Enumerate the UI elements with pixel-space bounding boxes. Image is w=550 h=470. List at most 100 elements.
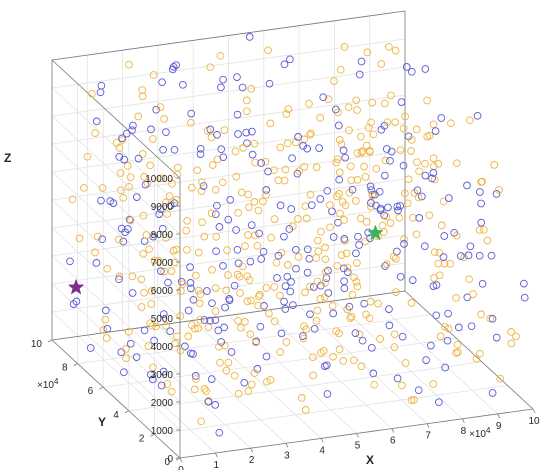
data-point — [146, 319, 155, 328]
data-point — [476, 188, 484, 196]
data-point — [495, 186, 503, 194]
data-point — [352, 96, 361, 105]
x-tick-label: 9 — [496, 421, 502, 432]
data-point — [261, 157, 270, 166]
data-point — [167, 387, 176, 396]
data-point — [150, 336, 158, 345]
data-point — [277, 329, 286, 338]
data-point — [341, 153, 350, 162]
data-point — [280, 232, 288, 241]
data-point — [286, 55, 294, 64]
data-point — [265, 309, 273, 318]
data-point — [288, 154, 296, 163]
data-point — [246, 330, 255, 339]
data-point — [206, 316, 214, 325]
data-point — [156, 205, 165, 213]
data-point — [139, 249, 148, 258]
data-point — [292, 138, 300, 147]
data-point — [454, 323, 463, 332]
grid-line — [51, 150, 406, 201]
data-point — [240, 378, 249, 387]
grid-line — [103, 337, 457, 388]
data-point — [301, 406, 310, 414]
axis-edge — [51, 339, 181, 459]
data-point — [512, 332, 520, 341]
data-point — [303, 245, 312, 254]
data-point — [437, 114, 446, 122]
data-point — [429, 169, 438, 177]
data-point — [234, 316, 242, 325]
data-point — [377, 60, 386, 68]
data-point — [403, 199, 412, 208]
data-point — [367, 118, 375, 127]
data-point — [168, 65, 177, 74]
data-point — [138, 150, 147, 158]
data-point — [216, 51, 225, 60]
data-point — [204, 397, 213, 406]
data-point — [413, 158, 421, 167]
data-point — [98, 235, 107, 244]
data-point — [264, 167, 272, 176]
data-point — [346, 162, 355, 171]
data-point — [167, 267, 176, 275]
grid-line — [51, 227, 181, 347]
data-point — [144, 342, 153, 350]
data-point — [393, 247, 401, 256]
data-point — [392, 288, 400, 296]
data-point — [92, 117, 101, 126]
data-point — [98, 184, 107, 192]
svg-text:×104: ×104 — [37, 377, 59, 391]
data-point — [117, 348, 126, 357]
data-point — [292, 245, 300, 254]
data-point — [376, 204, 385, 213]
data-point — [148, 375, 157, 384]
data-point — [464, 251, 473, 260]
data-point — [434, 159, 443, 168]
data-point — [282, 338, 291, 346]
data-point — [211, 316, 220, 324]
data-point — [129, 121, 137, 130]
data-point — [247, 84, 256, 93]
svg-text:×104: ×104 — [469, 426, 491, 440]
x-tick-mark — [497, 413, 501, 419]
data-point — [294, 215, 302, 223]
data-point — [194, 324, 203, 333]
data-point — [120, 368, 128, 377]
grid-line — [51, 66, 406, 117]
data-point — [387, 147, 396, 156]
axis-edge — [51, 290, 406, 341]
x-tick-label: 4 — [319, 445, 325, 456]
data-point — [219, 153, 228, 162]
data-point — [357, 132, 365, 141]
data-point — [142, 231, 151, 239]
data-point — [207, 375, 216, 383]
data-point — [312, 254, 320, 262]
data-point — [162, 321, 170, 330]
data-point — [75, 234, 84, 243]
data-point — [208, 161, 217, 169]
data-point — [250, 139, 259, 148]
data-point — [313, 236, 322, 245]
data-point — [336, 65, 345, 74]
data-point — [299, 142, 307, 150]
data-point — [421, 65, 430, 73]
data-point — [456, 252, 465, 260]
data-point — [274, 251, 283, 260]
data-point — [342, 249, 351, 258]
data-point — [259, 247, 268, 256]
data-point — [125, 215, 134, 224]
data-point — [176, 312, 185, 320]
x-tick-mark — [391, 428, 395, 433]
data-point — [206, 63, 215, 72]
data-point — [238, 262, 247, 271]
data-point — [401, 112, 409, 121]
grid-line — [51, 115, 181, 235]
data-point — [520, 279, 528, 288]
data-point — [283, 139, 292, 148]
data-point — [437, 221, 446, 230]
data-point — [414, 386, 423, 395]
data-point — [183, 216, 191, 225]
x-tick-mark — [532, 408, 536, 414]
data-point — [119, 237, 128, 246]
data-point — [287, 205, 296, 213]
